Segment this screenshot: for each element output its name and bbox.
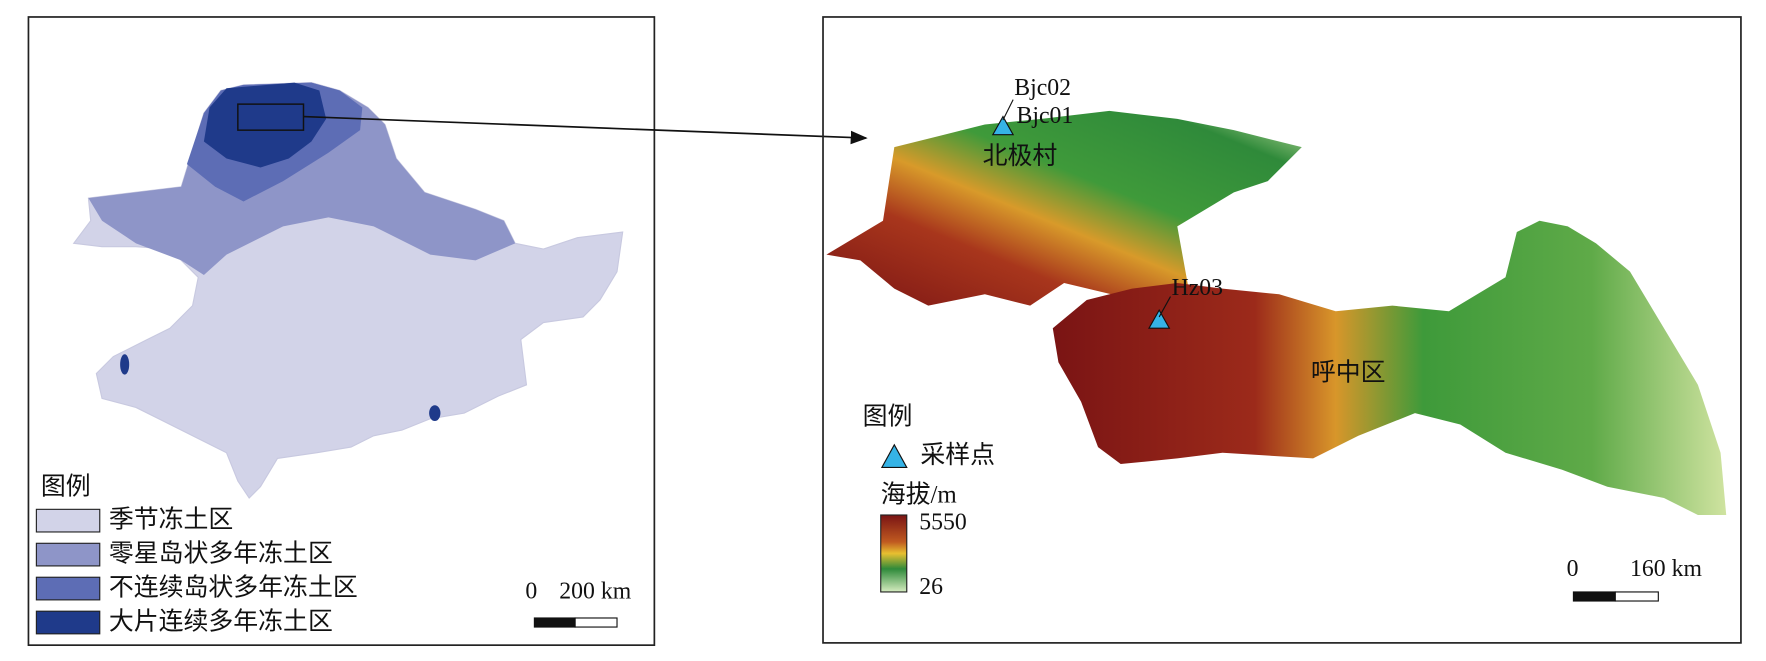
scale-bar [574,617,618,628]
scale-bar [533,617,576,628]
elevation-min: 26 [919,574,943,600]
legend-swatch [35,610,101,635]
legend-title: 图例 [41,473,91,501]
site-label: Bjc02 [1014,75,1071,101]
link-arrow [303,115,868,145]
site-label: Hz03 [1172,275,1223,301]
legend-label: 海拔/m [881,481,957,509]
scale-label: 160 km [1630,556,1702,582]
permafrost-patch [120,354,130,375]
scale-bar [1572,591,1616,602]
leader-line [1002,99,1014,121]
dem-north [826,110,1302,306]
legend-swatch [35,508,101,533]
scale-label: 0 [1567,556,1579,582]
place-label: 呼中区 [1311,358,1386,386]
right-frame [822,16,1742,644]
legend-label: 不连续岛状多年冻土区 [109,573,358,601]
legend-swatch [35,542,101,567]
site-marker [1148,308,1171,329]
elevation-max: 5550 [919,509,967,535]
legend-label: 季节冻土区 [109,506,233,534]
legend-label: 采样点 [920,441,995,469]
leader-line [1158,296,1171,318]
site-marker [991,115,1015,136]
legend-title: 图例 [863,403,913,431]
scale-label: 200 km [559,579,631,605]
elevation-ramp [880,514,908,593]
legend-swatch [35,576,101,601]
site-label: Bjc01 [1017,103,1074,129]
legend-symbol [880,443,908,469]
permafrost-patch [429,405,441,422]
legend-label: 大片连续多年冻土区 [109,607,333,635]
left-frame [27,16,656,647]
legend-label: 零星岛状多年冻土区 [109,539,333,567]
scale-bar [1614,591,1659,602]
dem-south [1052,220,1727,515]
scale-label: 0 [525,579,537,605]
place-label: 北极村 [983,142,1058,170]
sporadic-zone [88,82,516,276]
